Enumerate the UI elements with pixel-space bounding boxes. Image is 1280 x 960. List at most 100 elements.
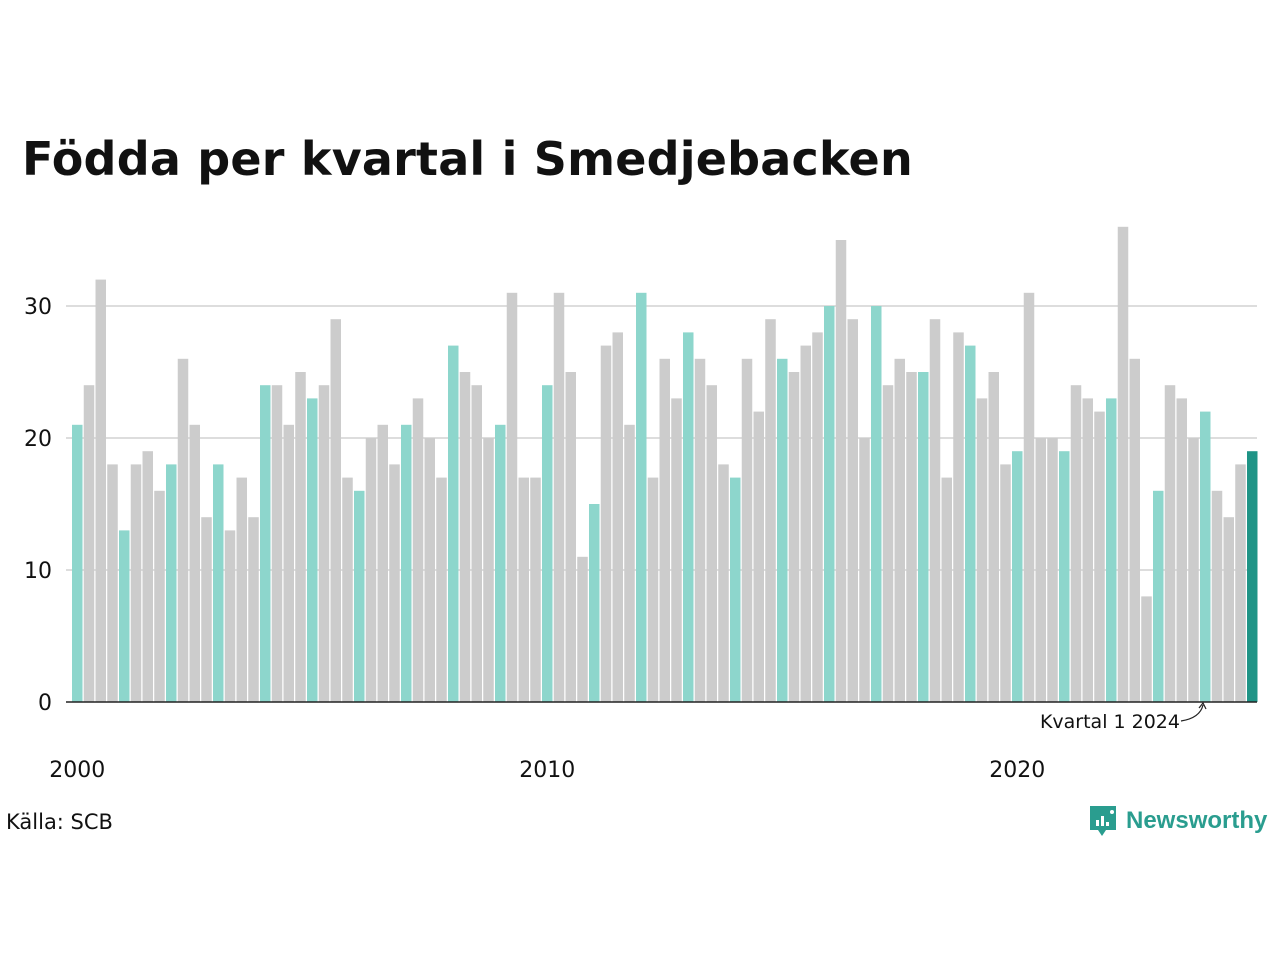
- bar: [483, 438, 494, 702]
- bar: [506, 292, 518, 702]
- y-tick-label: 30: [24, 295, 52, 320]
- newsworthy-logo-icon: [1090, 806, 1116, 836]
- bar: [824, 306, 835, 702]
- x-tick-label: 2010: [519, 758, 575, 783]
- annotation-arrow: [1180, 704, 1204, 722]
- bar: [354, 490, 365, 702]
- bar: [95, 279, 106, 702]
- bar: [248, 517, 259, 702]
- newsworthy-logo[interactable]: Newsworthy: [1088, 804, 1267, 838]
- bar: [1176, 398, 1187, 702]
- bars: [72, 226, 1258, 703]
- bar: [283, 424, 294, 702]
- bar: [1164, 385, 1176, 702]
- bar: [636, 292, 647, 702]
- annotation-label: Kvartal 1 2024: [1040, 711, 1180, 733]
- bar: [542, 385, 553, 702]
- bar: [1047, 438, 1058, 702]
- bar: [694, 358, 706, 702]
- bar: [1153, 490, 1164, 702]
- bar: [530, 477, 541, 702]
- bar: [730, 477, 741, 702]
- bar: [213, 464, 224, 702]
- bar: [518, 477, 529, 702]
- bar: [1211, 490, 1223, 702]
- bar: [835, 240, 847, 702]
- bar: [941, 477, 952, 702]
- bar: [800, 345, 811, 702]
- bar: [953, 332, 964, 702]
- bar: [459, 372, 471, 702]
- bar: [965, 345, 976, 702]
- bar: [753, 411, 764, 702]
- bar: [600, 345, 612, 702]
- bar: [612, 332, 623, 702]
- bar: [401, 424, 412, 702]
- bar: [906, 372, 917, 702]
- y-tick-label: 0: [38, 691, 52, 716]
- bar: [1094, 411, 1105, 702]
- bar: [812, 332, 823, 702]
- bar: [72, 424, 83, 702]
- bar: [647, 477, 659, 702]
- bar: [318, 385, 330, 702]
- bar: [1188, 438, 1199, 702]
- bar: [224, 530, 236, 702]
- bar: [424, 438, 435, 702]
- bar: [330, 319, 341, 702]
- bar: [988, 372, 999, 702]
- bar: [1141, 596, 1152, 702]
- bar: [706, 385, 717, 702]
- bar: [448, 345, 459, 702]
- bar: [671, 398, 682, 702]
- latest-annotation: Kvartal 1 2024: [1040, 701, 1207, 733]
- bar: [365, 438, 377, 702]
- annotation-arrowhead: [1198, 701, 1207, 710]
- chart-title: Födda per kvartal i Smedjebacken: [22, 132, 913, 186]
- bar: [130, 464, 142, 702]
- bar: [1117, 226, 1129, 703]
- bar: [871, 306, 882, 702]
- bar: [624, 424, 635, 702]
- bar: [683, 332, 694, 702]
- x-tick-label: 2000: [49, 758, 105, 783]
- bar: [271, 385, 283, 702]
- bar: [154, 490, 165, 702]
- bar: [929, 319, 941, 702]
- bar: [436, 477, 447, 702]
- bar: [859, 438, 870, 702]
- bar: [577, 556, 588, 702]
- y-axis-labels: 0 10 20 30: [24, 295, 52, 716]
- bar: [1059, 451, 1070, 702]
- bar: [777, 358, 788, 702]
- bar: [83, 385, 95, 702]
- bar: [565, 372, 576, 702]
- bar: [1000, 464, 1011, 702]
- bar: [1082, 398, 1093, 702]
- bar: [389, 464, 400, 702]
- y-tick-label: 20: [24, 427, 52, 452]
- bar: [189, 424, 200, 702]
- logo-text: Newsworthy: [1126, 807, 1268, 834]
- bar: [741, 358, 753, 702]
- bar: [1023, 292, 1035, 702]
- bar-chart: 0 10 20 30 2000 2010 2020 Kvartal 1 2024: [24, 226, 1258, 783]
- bar: [1235, 464, 1246, 702]
- bar: [236, 477, 247, 702]
- bar: [718, 464, 729, 702]
- bar: [1129, 358, 1140, 702]
- bar: [495, 424, 506, 702]
- bar: [589, 504, 600, 702]
- bar: [1035, 438, 1046, 702]
- bar: [1106, 398, 1117, 702]
- bar: [847, 319, 858, 702]
- y-tick-label: 10: [24, 559, 52, 584]
- bar: [201, 517, 212, 702]
- x-tick-label: 2020: [989, 758, 1045, 783]
- bar: [142, 451, 153, 702]
- bar: [260, 385, 271, 702]
- bar: [377, 424, 388, 702]
- bar: [1012, 451, 1023, 702]
- bar: [882, 385, 894, 702]
- bar: [412, 398, 424, 702]
